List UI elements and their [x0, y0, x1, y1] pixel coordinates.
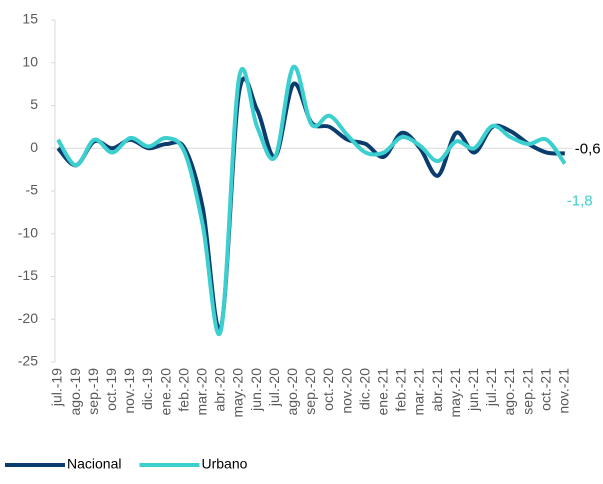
x-tick-label: ene.-21: [375, 368, 391, 416]
line: [56, 65, 567, 336]
x-tick-label: feb.-20: [175, 368, 191, 412]
x-tick-label: nov.-21: [556, 368, 572, 414]
x-tick-label: ago.-20: [284, 368, 300, 416]
x-tick-label: sep.-20: [302, 368, 318, 415]
x-tick-label: nov.-20: [338, 368, 354, 414]
y-tick-label: -5: [26, 182, 39, 198]
x-tick-label: oct.-20: [320, 368, 336, 411]
x-tick-label: mar.-20: [194, 368, 210, 416]
y-tick-label: -15: [18, 267, 38, 283]
line: [56, 76, 565, 333]
x-tick-label: abr.-21: [429, 368, 445, 412]
x-tick-label: may.-20: [230, 368, 246, 418]
value-label: -0,6: [575, 140, 601, 157]
x-tick-label: feb.-21: [393, 368, 409, 412]
y-tick-label: 5: [30, 96, 38, 112]
x-tick-label: oct.-19: [103, 368, 119, 411]
x-tick-label: may.-21: [447, 368, 463, 418]
value-label: -1,8: [567, 193, 593, 210]
x-tick-label: sep.-21: [519, 368, 535, 415]
y-tick-label: 0: [30, 139, 38, 155]
x-tick-label: dic.-19: [139, 368, 155, 410]
x-tick-label: ene.-20: [157, 368, 173, 416]
x-tick-label: jul.-19: [49, 368, 65, 407]
y-tick-label: 10: [22, 53, 38, 69]
legend-label: Urbano: [201, 456, 247, 472]
x-tick-label: oct.-21: [537, 368, 553, 411]
x-tick-label: abr.-20: [212, 368, 228, 412]
y-tick-label: -20: [18, 310, 38, 326]
x-tick-label: sep.-19: [85, 368, 101, 415]
x-tick-label: jul.-20: [266, 368, 282, 407]
x-tick-label: mar.-21: [411, 368, 427, 416]
x-tick-label: ago.-21: [501, 368, 517, 416]
legend-label: Nacional: [67, 456, 121, 472]
x-tick-label: dic.-20: [356, 368, 372, 410]
y-tick-label: -25: [18, 353, 38, 369]
y-tick-label: -10: [18, 224, 38, 240]
x-tick-label: nov.-19: [121, 368, 137, 414]
x-tick-label: jul.-21: [483, 368, 499, 407]
x-tick-label: jun.-20: [248, 368, 264, 412]
x-tick-label: jun.-21: [465, 368, 481, 412]
x-tick-label: ago.-19: [67, 368, 83, 416]
y-tick-label: 15: [22, 11, 38, 27]
